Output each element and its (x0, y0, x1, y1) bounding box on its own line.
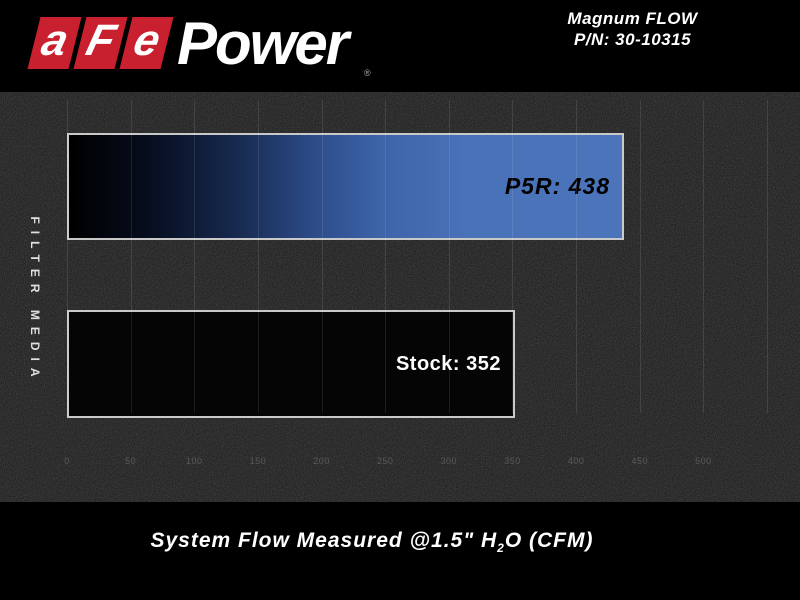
caption-text: O (CFM) (504, 529, 594, 552)
gridline (449, 100, 450, 413)
logo-letter: e (128, 16, 166, 65)
gridline (322, 100, 323, 413)
chart-caption: System Flow Measured @1.5" H2O (CFM) (0, 529, 744, 555)
gridline (131, 100, 132, 413)
part-number: P/N: 30-10315 (573, 30, 692, 49)
gridline (67, 100, 68, 413)
gridline (767, 100, 768, 413)
logo-block-e: e (119, 16, 174, 69)
gridline (640, 100, 641, 413)
gridline (385, 100, 386, 413)
y-axis-label: FILTER MEDIA (28, 216, 42, 384)
bar-value-label: Stock: 352 (395, 352, 501, 375)
x-tick-label: 100 (186, 456, 203, 466)
x-tick-label: 0 (64, 456, 70, 466)
bar-value-label: P5R: 438 (504, 173, 610, 199)
gridline (194, 100, 195, 413)
x-tick-label: 50 (125, 456, 137, 466)
gridline (512, 100, 513, 413)
x-tick-label: 350 (504, 456, 521, 466)
x-tick-label: 200 (313, 456, 330, 466)
gridline (258, 100, 259, 413)
product-info: Magnum FLOW P/N: 30-10315 (540, 8, 725, 50)
x-tick-label: 150 (249, 456, 267, 466)
plot-area: P5R: 438 Stock: 352 (67, 100, 768, 418)
product-name: Magnum FLOW (567, 9, 698, 28)
gridline (576, 100, 577, 413)
registered-trademark-symbol: ® (364, 68, 371, 78)
logo-wordmark: Power (177, 10, 349, 77)
bar-p5r: P5R: 438 (67, 133, 624, 240)
logo-letter: a (36, 16, 74, 65)
x-tick-label: 500 (695, 456, 712, 466)
x-tick-label: 300 (440, 456, 458, 466)
x-tick-label: 450 (631, 456, 648, 466)
x-tick-label: 250 (376, 456, 394, 466)
gridline (703, 100, 704, 413)
bar-stock: Stock: 352 (67, 310, 515, 418)
x-tick-label: 400 (567, 456, 585, 466)
logo-block-a: a (27, 16, 82, 69)
caption-subscript: 2 (497, 541, 505, 556)
caption-text: System Flow Measured @1.5" H (150, 529, 498, 552)
logo-block-f: F (73, 16, 128, 69)
logo-letter: F (81, 16, 121, 65)
